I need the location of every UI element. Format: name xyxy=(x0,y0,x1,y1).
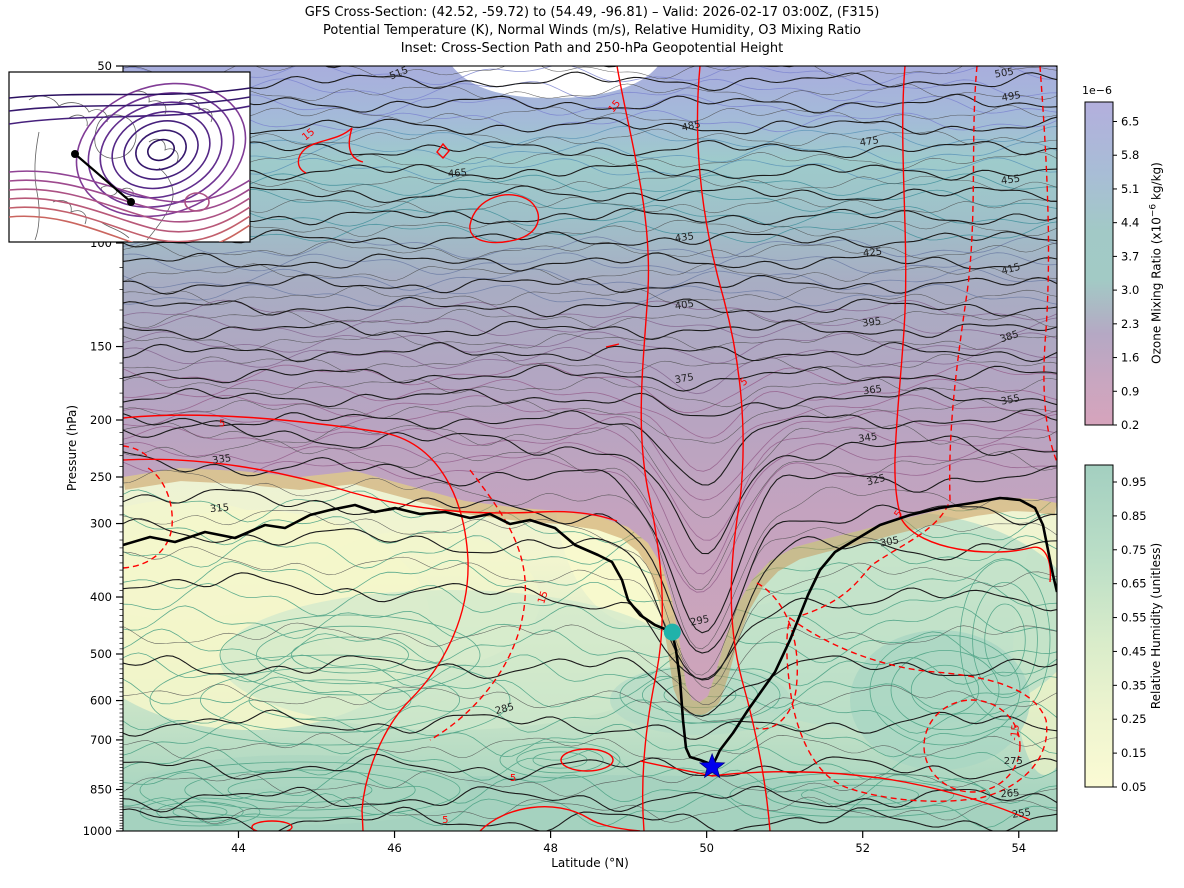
y-tick-label: 250 xyxy=(90,470,112,484)
rh-colorbar-tick-label: 0.85 xyxy=(1121,509,1147,523)
x-tick-label: 44 xyxy=(231,841,246,855)
ozone-colorbar-tick-label: 2.3 xyxy=(1121,317,1139,331)
y-axis-label: Pressure (hPa) xyxy=(65,404,79,492)
ozone-colorbar-tick-label: 1.6 xyxy=(1121,351,1139,365)
y-tick-label: 50 xyxy=(97,59,112,73)
rh-colorbar-tick-label: 0.25 xyxy=(1121,712,1147,726)
theta-contour-label: 435 xyxy=(674,231,694,245)
ozone-colorbar: 6.5 5.8 5.1 4.4 3.7 3.0 2.3 1.6 0.9 0.2 xyxy=(1084,101,1139,432)
theta-contour-label: 355 xyxy=(1000,393,1021,408)
wind-contour-label: 5 xyxy=(893,509,906,521)
x-tick-label: 48 xyxy=(543,841,558,855)
wind-contour-label: 5 xyxy=(510,773,516,784)
ozone-label-exponent: −6 xyxy=(1148,203,1159,218)
theta-contour-label: 405 xyxy=(674,299,694,313)
inset-path-end-dot xyxy=(127,198,135,206)
rh-colorbar-tick-label: 0.35 xyxy=(1121,678,1147,692)
rh-colorbar-tick-label: 0.95 xyxy=(1121,475,1147,489)
plot-title: GFS Cross-Section: (42.52, -59.72) to (5… xyxy=(0,4,1184,58)
title-line-1: GFS Cross-Section: (42.52, -59.72) to (5… xyxy=(304,5,880,20)
rh-colorbar-tick-label: 0.05 xyxy=(1121,780,1147,794)
wind-contour-label: 5 xyxy=(739,376,751,389)
y-tick-label: 200 xyxy=(90,413,112,427)
theta-contour-label: 325 xyxy=(866,473,887,489)
title-line-3: Inset: Cross-Section Path and 250-hPa Ge… xyxy=(400,41,784,56)
inset-map xyxy=(8,71,251,243)
wind-contour-label: 15 xyxy=(536,590,550,606)
y-tick-label: 850 xyxy=(90,782,112,796)
wind-contours-positive xyxy=(123,66,1052,831)
theta-contour-label: 505 xyxy=(994,66,1015,80)
plot-border xyxy=(122,65,1058,832)
ozone-colorbar-tick-label: 3.7 xyxy=(1121,249,1139,263)
inset-path-start-dot xyxy=(71,150,79,158)
rh-colorbar-tick-label: 0.15 xyxy=(1121,746,1147,760)
theta-contour-label: 475 xyxy=(859,135,879,149)
theta-contour-label: 415 xyxy=(1000,262,1021,278)
y-tick-label: 500 xyxy=(90,647,112,661)
theta-contour-label: 275 xyxy=(1004,756,1023,767)
ozone-label-prefix: Ozone Mixing Ratio (x10 xyxy=(1149,217,1164,364)
rh-colorbar-tick-label: 0.55 xyxy=(1121,611,1147,625)
ozone-colorbar-label: Ozone Mixing Ratio (x10−6 kg/kg) xyxy=(1149,162,1164,364)
wind-contour-label: 5 xyxy=(442,815,448,826)
ozone-label-suffix: kg/kg) xyxy=(1149,162,1164,204)
wind-contour-label: 5 xyxy=(219,418,225,429)
theta-contour-label: 485 xyxy=(681,119,702,134)
theta-contour-label: 395 xyxy=(862,316,882,330)
theta-contour-label: 375 xyxy=(674,372,695,386)
path-point-marker xyxy=(663,623,681,641)
theta-contour-label: 265 xyxy=(1000,788,1020,801)
ozone-colorbar-tick-label: 5.8 xyxy=(1121,148,1139,162)
theta-contour-label: 465 xyxy=(447,167,467,180)
theta-contour-label: 425 xyxy=(863,247,883,260)
station-star-marker xyxy=(698,752,726,779)
rh-colorbar-tick-label: 0.65 xyxy=(1121,577,1147,591)
ozone-colorbar-tick-label: 3.0 xyxy=(1121,283,1139,297)
theta-contour-label: 455 xyxy=(1000,174,1020,188)
x-tick-label: 46 xyxy=(387,841,402,855)
theta-contour-label: 285 xyxy=(494,702,515,718)
x-tick-label: 52 xyxy=(855,841,870,855)
inset-cross-section-path xyxy=(74,153,132,203)
theta-contour-label: 495 xyxy=(1001,90,1022,104)
theta-contours-minor xyxy=(123,66,1057,824)
x-tick-label: 54 xyxy=(1011,841,1026,855)
theta-contour-label: 255 xyxy=(1011,807,1031,821)
theta-contour-label: 345 xyxy=(858,432,878,446)
y-tick-label: 1000 xyxy=(83,824,112,838)
rh-colorbar: 0.95 0.85 0.75 0.65 0.55 0.45 0.35 0.25 0.15 0.05 xyxy=(1084,464,1147,794)
ozone-colorbar-tick-label: 6.5 xyxy=(1121,115,1139,129)
theta-contour-label: 305 xyxy=(879,535,900,549)
y-tick-label: 700 xyxy=(90,733,112,747)
theta-contour-label: 335 xyxy=(212,453,232,467)
tropopause-line xyxy=(123,496,1057,769)
title-line-2: Potential Temperature (K), Normal Winds … xyxy=(322,23,861,38)
wind-contour-label: -15 xyxy=(1009,724,1022,741)
rh-colorbar-tick-label: 0.45 xyxy=(1121,644,1147,658)
rh-colorbar-label: Relative Humidity (unitless) xyxy=(1149,542,1163,710)
wind-contours-negative xyxy=(123,66,1057,802)
ozone-colorbar-tick-label: 0.9 xyxy=(1121,384,1139,398)
rh-colorbar-tick-label: 0.75 xyxy=(1121,543,1147,557)
theta-contours xyxy=(123,66,1057,831)
ozone-colorbar-tick-label: 4.4 xyxy=(1121,216,1139,230)
x-tick-label: 50 xyxy=(699,841,714,855)
y-tick-label: 150 xyxy=(90,340,112,354)
theta-contour-label: 365 xyxy=(862,384,882,398)
theta-contour-label: 315 xyxy=(210,502,230,515)
theta-contour-label: 295 xyxy=(689,614,710,629)
x-axis-label: Latitude (°N) xyxy=(551,856,629,870)
ozone-colorbar-tick-label: 5.1 xyxy=(1121,182,1139,196)
ozone-colorbar-offset-label: 1e−6 xyxy=(1082,84,1112,97)
y-tick-label: 300 xyxy=(90,517,112,531)
ozone-colorbar-tick-label: 0.2 xyxy=(1121,418,1139,432)
y-tick-label: 400 xyxy=(90,590,112,604)
y-tick-label: 600 xyxy=(90,694,112,708)
